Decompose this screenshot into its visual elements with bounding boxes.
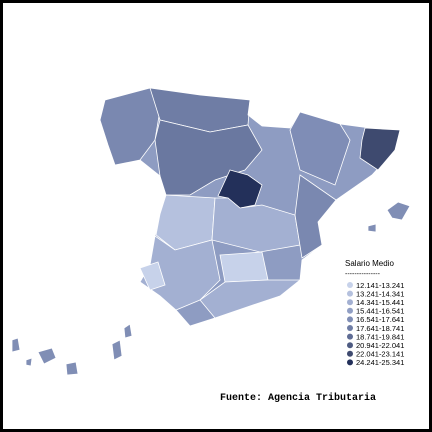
legend-title: Salario Medio bbox=[345, 259, 394, 268]
legend-swatch bbox=[347, 290, 353, 297]
legend-label: 13.241-14.341 bbox=[356, 289, 404, 298]
legend: Salario Medio --------------- 12.141-13.… bbox=[345, 259, 404, 367]
legend-swatch bbox=[347, 359, 353, 366]
andalucia-east bbox=[199, 279, 302, 319]
legend-label: 24.241-25.341 bbox=[356, 358, 404, 367]
legend-swatch bbox=[347, 316, 353, 323]
jaen bbox=[219, 251, 269, 283]
legend-swatch bbox=[347, 325, 353, 331]
legend-label: 12.141-13.241 bbox=[356, 281, 404, 290]
huelva bbox=[139, 261, 166, 291]
legend-label: 15.441-16.541 bbox=[356, 307, 404, 316]
canary-islands bbox=[11, 323, 133, 376]
legend-swatch bbox=[347, 282, 353, 288]
legend-swatch bbox=[347, 350, 353, 357]
legend-label: 16.541-17.641 bbox=[356, 315, 404, 324]
map bbox=[11, 87, 411, 376]
aragon bbox=[289, 111, 351, 186]
legend-label: 14.341-15.441 bbox=[356, 298, 404, 307]
legend-label: 22.041-23.141 bbox=[356, 350, 404, 359]
balearic-islands bbox=[367, 201, 411, 233]
legend-swatch bbox=[347, 307, 353, 314]
legend-label: 18.741-19.841 bbox=[356, 332, 404, 341]
legend-rule: --------------- bbox=[345, 271, 381, 278]
legend-label: 20.941-22.041 bbox=[356, 341, 404, 350]
barcelona bbox=[359, 127, 401, 171]
valencia bbox=[294, 174, 337, 259]
legend-swatch bbox=[347, 299, 353, 306]
legend-swatch bbox=[347, 333, 353, 340]
source-note: Fuente: Agencia Tributaria bbox=[220, 392, 376, 404]
basque bbox=[247, 99, 301, 129]
legend-label: 17.641-18.741 bbox=[356, 324, 404, 333]
legend-swatch bbox=[347, 342, 353, 349]
castilla-leon bbox=[154, 119, 263, 196]
